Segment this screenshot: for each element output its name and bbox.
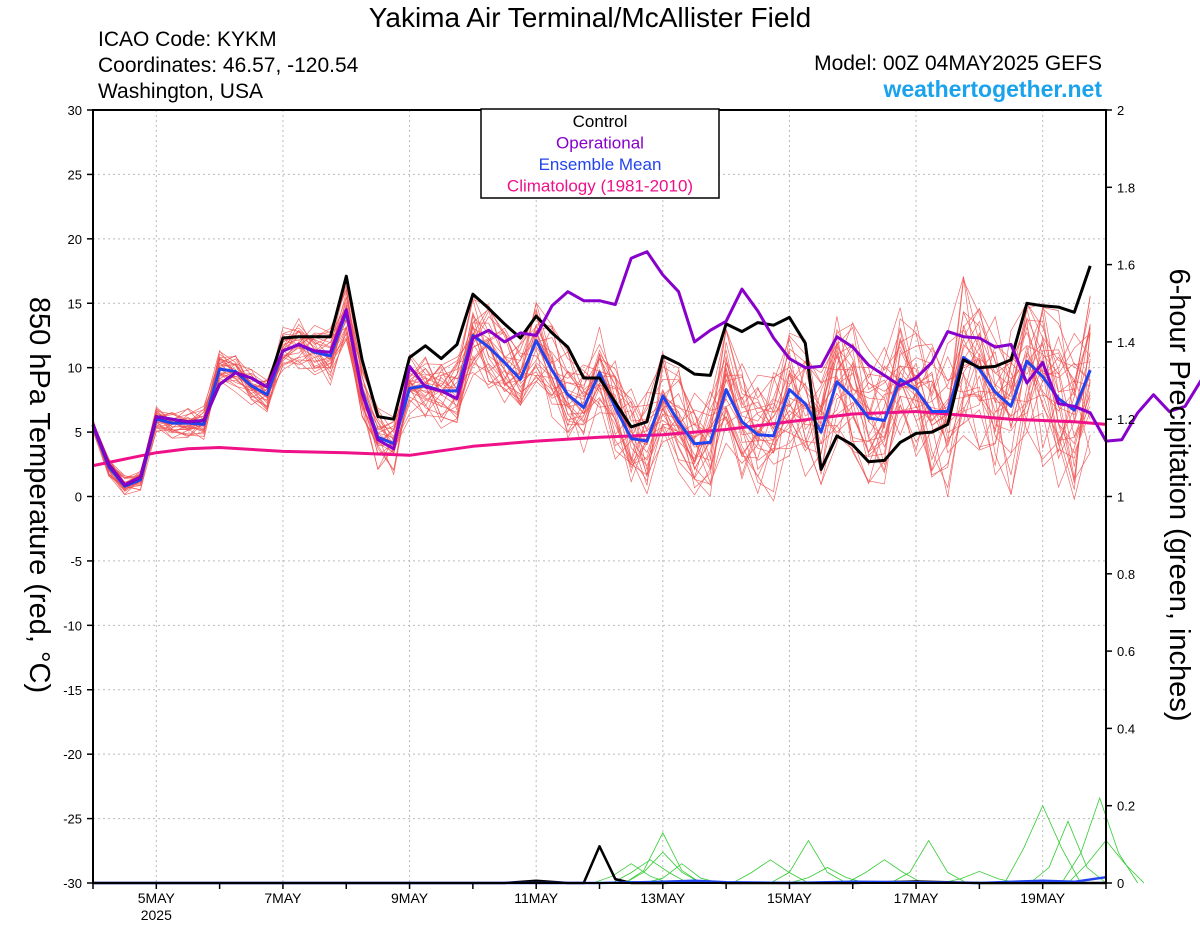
y2-tick-label: 0.4 (1117, 721, 1135, 736)
precip-member-line (93, 820, 1107, 884)
precip-member-line (93, 839, 1145, 884)
y-tick-label: -20 (63, 747, 82, 762)
y2-tick-label: 1.4 (1117, 335, 1135, 350)
y-tick-label: -5 (70, 554, 82, 569)
precip-member-line (93, 831, 1106, 884)
icao-code: ICAO Code: KYKM (98, 28, 277, 51)
y2-tick-label: 0 (1117, 876, 1124, 891)
ensemble-member-line (92, 288, 1091, 489)
chart-title: Yakima Air Terminal/McAllister Field (368, 2, 812, 33)
legend-box (480, 108, 720, 199)
y-tick-label: 10 (68, 361, 82, 376)
y-tick-label: -25 (63, 812, 82, 827)
y2-tick-label: 0.6 (1117, 644, 1135, 659)
left-axis: 30 25 20 15 10 5 0 -5 -10 -15 -20 -25 -30 (63, 103, 93, 891)
precip-member-line (93, 859, 1106, 884)
climatology-line (92, 410, 1107, 468)
x-tick-label: 5MAY (138, 890, 176, 906)
y-axis-label: 850 hPa Temperature (red, °C) (23, 297, 55, 693)
x-tick-label: 13MAY (640, 890, 686, 906)
precip-member-line (93, 796, 1139, 884)
y-tick-label: -30 (63, 876, 82, 891)
precip-control-line (93, 845, 1106, 885)
y2-tick-label: 2 (1117, 103, 1124, 118)
y2-axis-label: 6-hour Precipitation (green, inches) (1163, 269, 1195, 722)
bottom-axis: 5MAY 7MAY 9MAY 11MAY 13MAY 15MAY 17MAY 19MAY 202… (92, 883, 1107, 923)
legend-entry: Climatology (1981-2010) (507, 177, 693, 196)
right-axis: 2 1.8 1.6 1.4 1.2 1 0.8 0.6 0.4 0.2 0 (1106, 103, 1135, 891)
legend-entry: Ensemble Mean (539, 155, 662, 174)
legend-entry: Control (573, 112, 628, 131)
y-tick-label: 15 (68, 296, 82, 311)
y-tick-label: -10 (63, 618, 82, 633)
precip-member-line (93, 804, 1106, 884)
precipitation-lines (93, 796, 1145, 885)
ensemble-member-line (92, 307, 1091, 496)
model-run: Model: 00Z 04MAY2025 GEFS (814, 52, 1102, 75)
ensemble-member-line (92, 293, 1091, 492)
precip-member-line (93, 859, 1106, 884)
y-tick-label: 25 (68, 167, 82, 182)
legend-entry: Operational (556, 134, 644, 153)
y2-tick-label: 0.8 (1117, 567, 1135, 582)
y2-tick-label: 1.8 (1117, 180, 1135, 195)
y-tick-label: 5 (75, 425, 82, 440)
y-tick-label: -15 (63, 683, 82, 698)
ensemble-mean-line (91, 310, 1092, 488)
x-tick-label: 17MAY (894, 890, 940, 906)
x-year-label: 2025 (141, 907, 172, 923)
x-tick-label: 7MAY (264, 890, 302, 906)
ensemble-member-line (92, 301, 1091, 495)
y2-tick-label: 1.6 (1117, 258, 1135, 273)
precip-member-line (93, 859, 1106, 884)
y-tick-label: 30 (68, 103, 82, 118)
operational-line (91, 250, 1200, 487)
ensemble-member-line (92, 311, 1091, 487)
site-name[interactable]: weathertogether.net (883, 76, 1102, 102)
y-tick-label: 0 (75, 490, 82, 505)
ensemble-member-line (92, 312, 1091, 496)
legend: Control Operational Ensemble Mean Climatolo… (480, 108, 720, 199)
precip-member-line (93, 851, 1106, 884)
x-tick-label: 19MAY (1020, 890, 1066, 906)
main-series-lines (91, 250, 1200, 488)
ensemble-member-line (92, 276, 1091, 481)
region-label: Washington, USA (98, 80, 263, 103)
x-tick-label: 11MAY (514, 890, 558, 906)
y2-tick-label: 1.2 (1117, 412, 1135, 427)
y-tick-label: 20 (68, 232, 82, 247)
coordinates: Coordinates: 46.57, -120.54 (98, 54, 359, 77)
y2-tick-label: 0.2 (1117, 799, 1135, 814)
x-tick-label: 15MAY (767, 890, 813, 906)
ensemble-member-line (92, 323, 1091, 493)
y2-tick-label: 1 (1117, 490, 1124, 505)
x-tick-label: 9MAY (391, 890, 429, 906)
grid-lines (93, 110, 1106, 883)
ensemble-member-line (92, 302, 1091, 490)
